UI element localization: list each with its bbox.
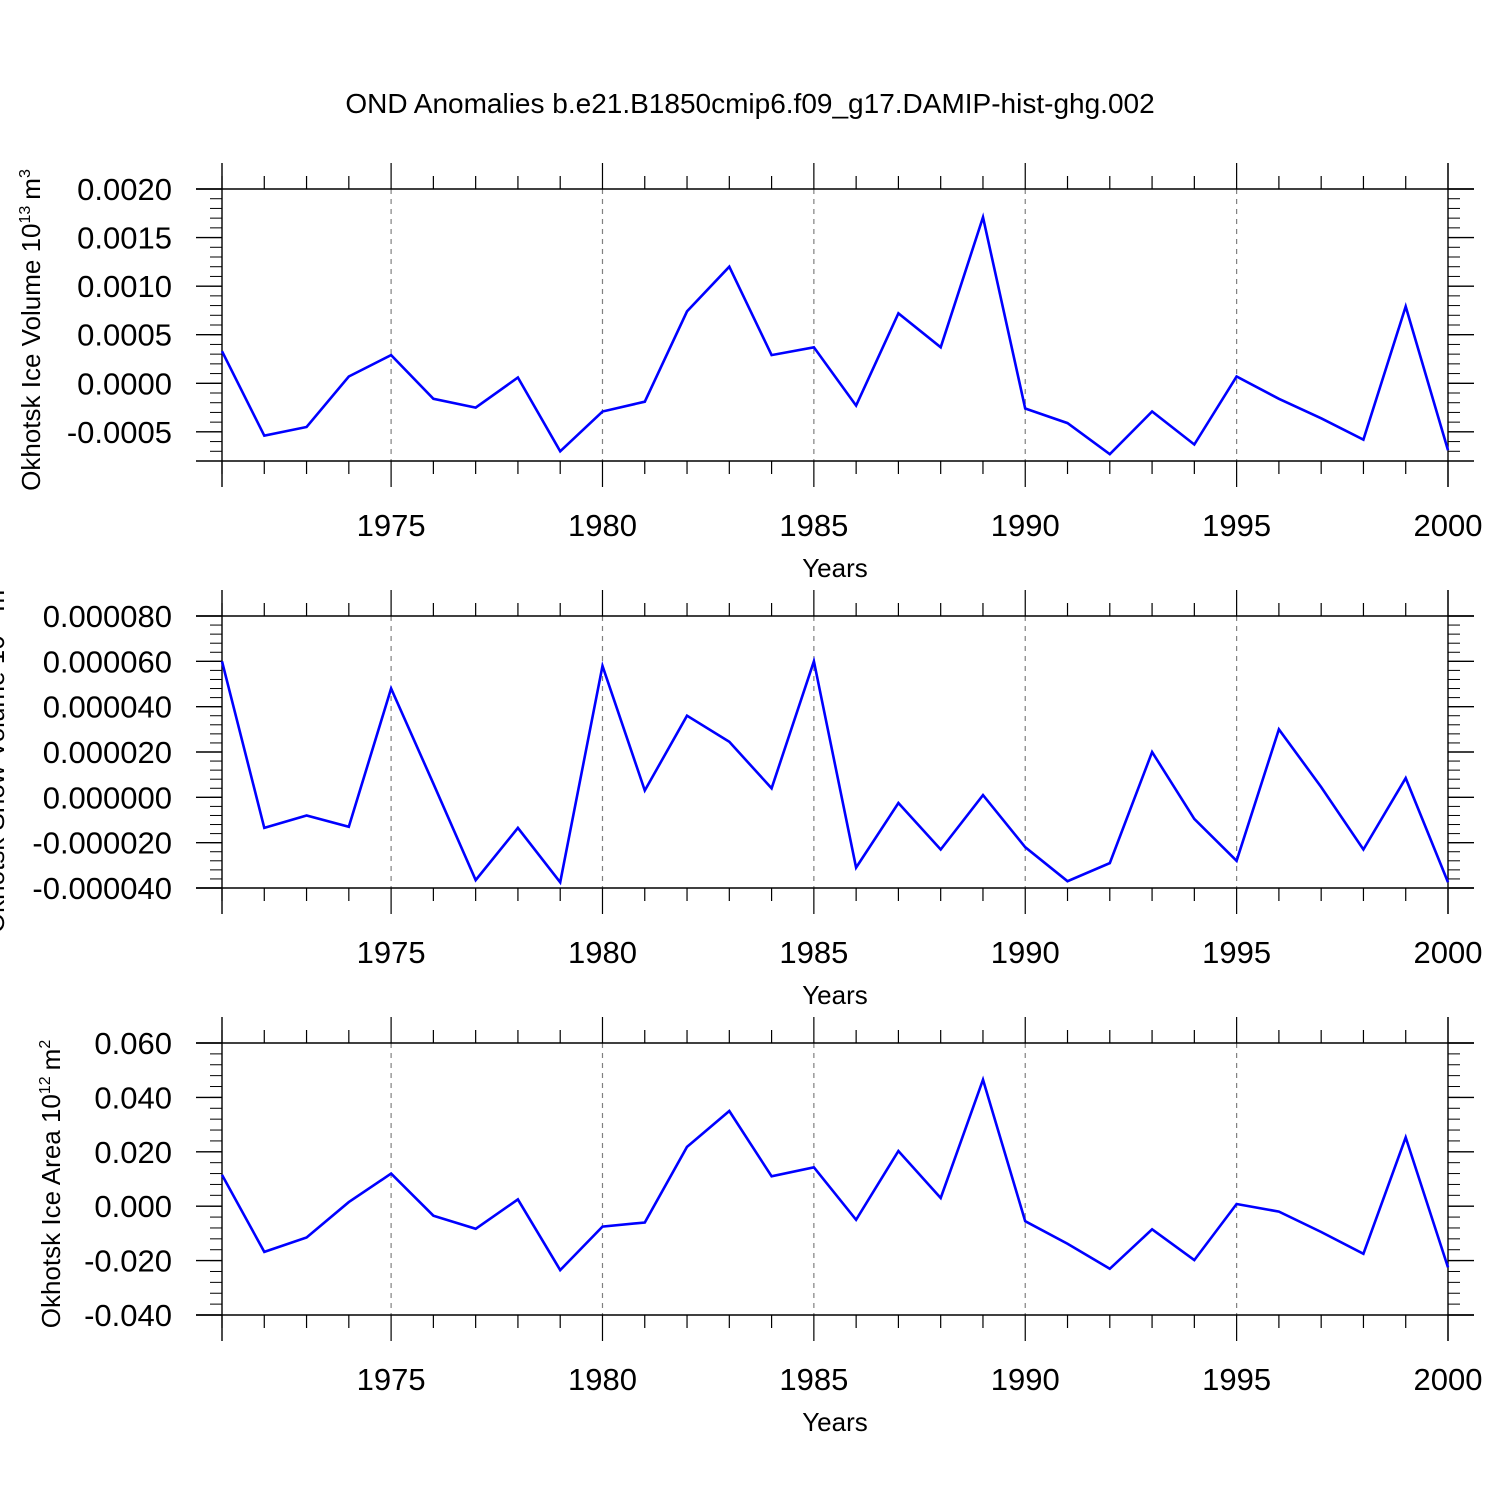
y-axis-label: Okhotsk Ice Volume 1013 m3 (16, 169, 46, 491)
x-tick-label: 1995 (1202, 508, 1271, 543)
y-axis-label-unit: m (0, 590, 10, 612)
x-tick-label: 1980 (568, 508, 637, 543)
x-tick-label: 2000 (1414, 935, 1483, 970)
x-axis-label: Years (802, 980, 868, 1010)
y-axis-label-unit-exponent: 3 (17, 169, 34, 178)
x-tick-label: 1995 (1202, 1362, 1271, 1397)
x-tick-label: 1995 (1202, 935, 1271, 970)
y-tick-label: 0.020 (94, 1135, 172, 1170)
y-tick-label: 0.000 (94, 1189, 172, 1224)
series-line (220, 1075, 1450, 1273)
y-axis-label: Okhotsk Ice Area 1012 m2 (36, 1040, 66, 1329)
y-tick-label: -0.020 (84, 1244, 172, 1279)
x-tick-label: 2000 (1414, 1362, 1483, 1397)
y-tick-label: -0.0005 (67, 415, 172, 450)
x-axis-label: Years (802, 553, 868, 583)
series-line (220, 656, 1450, 886)
y-axis-label-text: Okhotsk Snow Volume 10 (0, 635, 10, 933)
y-axis-label-text: Okhotsk Ice Volume 10 (16, 224, 46, 491)
x-axis-label: Years (802, 1407, 868, 1437)
y-axis-label-text: Okhotsk Ice Area 10 (36, 1094, 66, 1328)
x-tick-label: 1990 (991, 508, 1060, 543)
x-tick-label: 1985 (779, 935, 848, 970)
y-tick-label: 0.0020 (77, 172, 172, 207)
y-tick-label: 0.000080 (43, 599, 172, 634)
y-tick-label: 0.000040 (43, 690, 172, 725)
y-tick-label: 0.000020 (43, 735, 172, 770)
y-tick-label: 0.000000 (43, 780, 172, 815)
y-axis-label-unit-exponent: 2 (37, 1040, 54, 1049)
chart-panel-2: -0.000040 -0.000020 0.000000 0.000020 0.0000… (0, 581, 1483, 1010)
x-tick-label: 1985 (779, 1362, 848, 1397)
y-axis-label-exponent: 12 (37, 1076, 54, 1094)
y-tick-label: -0.000040 (32, 871, 172, 906)
x-tick-label: 1985 (779, 508, 848, 543)
x-tick-label: 1975 (357, 1362, 426, 1397)
series-line (220, 212, 1450, 456)
x-tick-label: 1990 (991, 1362, 1060, 1397)
y-axis-label-unit: m (36, 1049, 66, 1071)
chart-panel-1: -0.0005 0.0000 0.0005 0.0010 0.0015 0.0020 197… (16, 163, 1482, 583)
figure-title: OND Anomalies b.e21.B1850cmip6.f09_g17.D… (345, 88, 1154, 119)
y-tick-label: 0.000060 (43, 644, 172, 679)
x-tick-label: 1975 (357, 508, 426, 543)
chart-panel-3: -0.040 -0.020 0.000 0.020 0.040 0.060 1975 1980… (36, 1017, 1482, 1437)
y-tick-label: 0.0015 (77, 221, 172, 256)
y-tick-label: 0.040 (94, 1080, 172, 1115)
y-tick-label: -0.040 (84, 1298, 172, 1333)
y-tick-label: 0.0010 (77, 269, 172, 304)
y-axis-label-exponent: 13 (17, 206, 34, 224)
y-tick-label: -0.000020 (32, 826, 172, 861)
chart-panels: -0.0005 0.0000 0.0005 0.0010 0.0015 0.0020 197… (0, 163, 1482, 1437)
x-tick-label: 1990 (991, 935, 1060, 970)
x-tick-label: 2000 (1414, 508, 1483, 543)
y-axis-label: Okhotsk Snow Volume 1013m3 (0, 581, 10, 933)
y-tick-label: 0.0005 (77, 318, 172, 353)
y-tick-label: 0.0000 (77, 366, 172, 401)
y-axis-label-unit: m (16, 178, 46, 200)
x-tick-label: 1980 (568, 935, 637, 970)
y-tick-label: 0.060 (94, 1026, 172, 1061)
x-tick-label: 1980 (568, 1362, 637, 1397)
x-tick-label: 1975 (357, 935, 426, 970)
